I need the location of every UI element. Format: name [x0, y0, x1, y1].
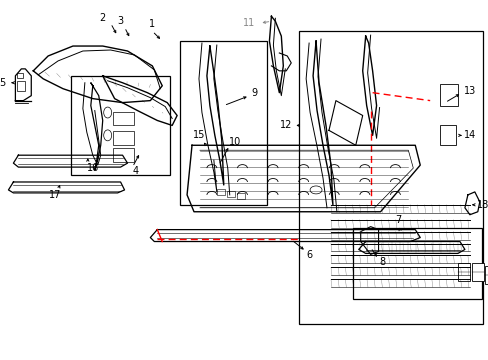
- Text: 10: 10: [228, 137, 240, 147]
- Text: 17: 17: [49, 190, 61, 200]
- Text: 1: 1: [149, 19, 155, 29]
- Bar: [71, 76, 170, 175]
- Text: 14: 14: [463, 130, 475, 140]
- Text: 8: 8: [379, 257, 385, 267]
- Text: 7: 7: [394, 215, 401, 225]
- Text: 4: 4: [132, 166, 138, 176]
- Bar: [439, 84, 457, 105]
- Ellipse shape: [103, 107, 111, 118]
- Bar: [457, 264, 469, 281]
- Bar: [299, 31, 482, 324]
- Bar: [112, 148, 134, 162]
- Bar: [352, 228, 481, 299]
- Bar: [180, 41, 267, 205]
- Bar: [439, 125, 455, 145]
- Bar: [236, 193, 244, 199]
- Bar: [471, 264, 483, 281]
- Bar: [216, 189, 224, 195]
- Text: 2: 2: [100, 13, 105, 23]
- Bar: [18, 81, 25, 91]
- Text: 6: 6: [305, 251, 311, 260]
- Ellipse shape: [103, 130, 111, 141]
- Text: 3: 3: [117, 16, 123, 26]
- Text: 9: 9: [251, 88, 257, 98]
- Text: 12: 12: [280, 121, 292, 130]
- Text: 11: 11: [243, 18, 255, 28]
- Ellipse shape: [309, 186, 322, 194]
- Text: 15: 15: [192, 130, 205, 140]
- Text: 5: 5: [0, 78, 5, 88]
- Bar: [18, 73, 23, 78]
- Text: 16: 16: [86, 163, 99, 173]
- Text: 18: 18: [476, 200, 488, 210]
- Bar: [112, 112, 134, 125]
- Text: 13: 13: [463, 86, 475, 96]
- Bar: [112, 131, 134, 145]
- Bar: [484, 266, 488, 284]
- Bar: [226, 191, 234, 197]
